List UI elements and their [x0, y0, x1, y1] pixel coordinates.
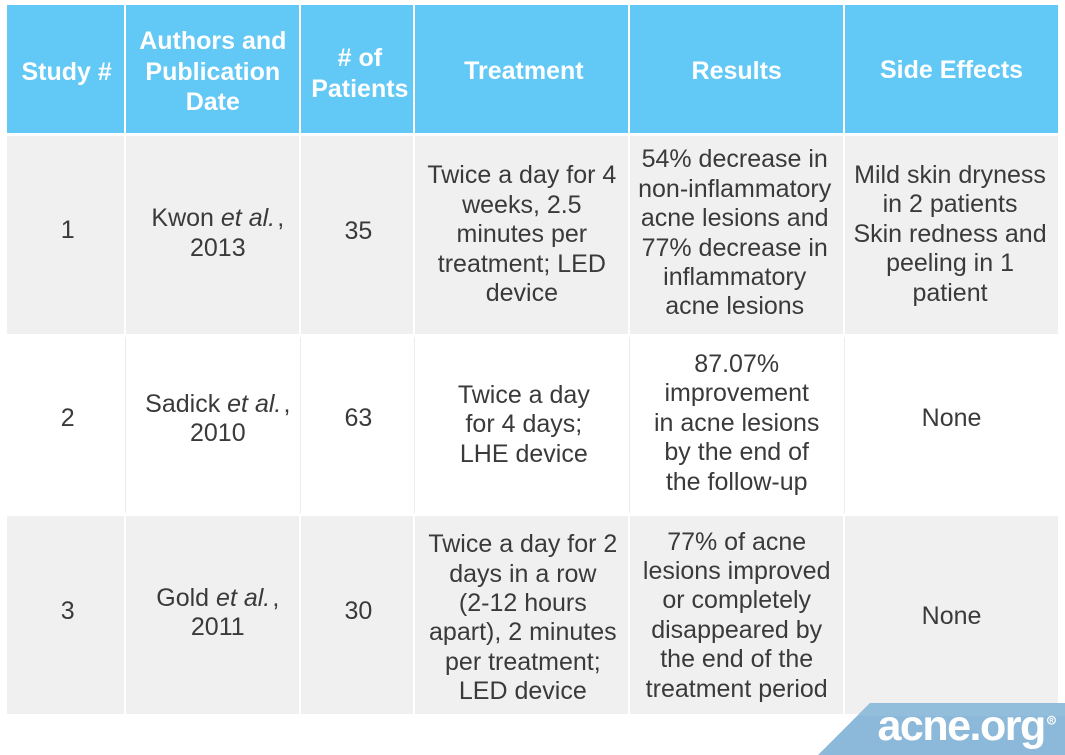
svg-text:R: R — [1049, 719, 1054, 725]
